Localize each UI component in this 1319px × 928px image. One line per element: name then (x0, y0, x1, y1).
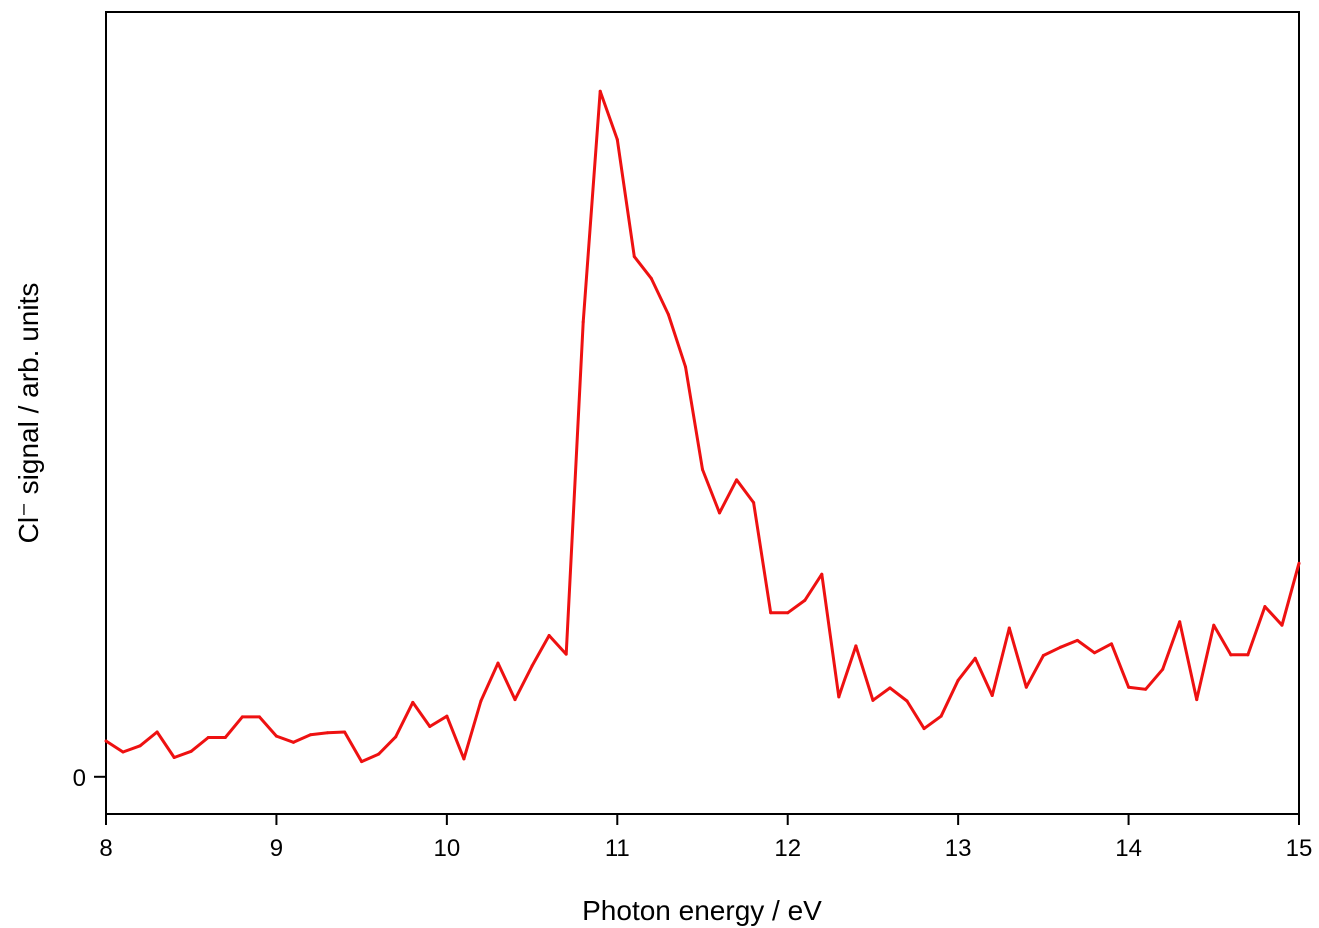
data-point (769, 611, 773, 615)
data-point (905, 699, 909, 703)
data-point (1127, 685, 1131, 689)
data-point (1178, 620, 1182, 624)
data-point (1229, 653, 1233, 657)
x-tick-label: 9 (270, 835, 283, 862)
data-point (496, 661, 500, 665)
series-line (105, 89, 1301, 764)
y-axis-label: Cl⁻ signal / arb. units (13, 283, 44, 544)
data-point (683, 365, 687, 369)
data-point (189, 749, 193, 753)
data-point (1297, 561, 1301, 565)
data-point (871, 698, 875, 702)
x-tick-label: 11 (605, 835, 630, 862)
data-point (445, 714, 449, 718)
data-point (343, 730, 347, 734)
data-point (632, 255, 636, 259)
data-point (1246, 653, 1250, 657)
plot-frame (105, 11, 1300, 815)
data-point (837, 695, 841, 699)
series-layer (104, 89, 1301, 764)
data-point (206, 736, 210, 740)
data-point (1280, 623, 1284, 627)
x-tick-label: 14 (1115, 835, 1142, 862)
data-point (121, 750, 125, 754)
data-point (479, 699, 483, 703)
data-point (615, 137, 619, 141)
data-point (1024, 685, 1028, 689)
data-point (888, 686, 892, 690)
data-point (786, 611, 790, 615)
data-point (1144, 687, 1148, 691)
data-point (377, 752, 381, 756)
data-point (291, 740, 295, 744)
data-point (1212, 623, 1216, 627)
x-tick-label: 12 (774, 835, 801, 862)
data-point (1161, 667, 1165, 671)
data-point (1092, 651, 1096, 655)
data-point (1263, 605, 1267, 609)
data-point (820, 572, 824, 576)
data-point (649, 277, 653, 281)
data-point (1195, 698, 1199, 702)
data-point (547, 634, 551, 638)
x-tick-label: 8 (99, 835, 112, 862)
data-point (394, 735, 398, 739)
data-point (803, 598, 807, 602)
y-axis-ticks: 0 (73, 765, 106, 792)
data-point (257, 715, 261, 719)
data-point (428, 724, 432, 728)
data-point (326, 731, 330, 735)
data-point (172, 756, 176, 760)
data-point (1041, 654, 1045, 658)
x-tick-label: 15 (1286, 835, 1313, 862)
data-point (990, 693, 994, 697)
data-point (274, 734, 278, 738)
data-point (1110, 642, 1114, 646)
data-point (104, 739, 108, 743)
x-axis-label: Photon energy / eV (582, 895, 822, 926)
data-point (223, 736, 227, 740)
data-point (155, 730, 159, 734)
data-point (1075, 638, 1079, 642)
data-point (973, 656, 977, 660)
data-point (718, 511, 722, 515)
data-point (530, 664, 534, 668)
data-point (1058, 645, 1062, 649)
data-point (240, 715, 244, 719)
data-point (411, 700, 415, 704)
data-point (701, 467, 704, 471)
data-point (513, 698, 517, 702)
data-point (939, 714, 943, 718)
x-tick-label: 10 (434, 835, 461, 862)
data-point (922, 727, 926, 731)
data-point (360, 760, 364, 764)
data-point (956, 678, 960, 682)
data-point (309, 733, 313, 737)
data-point (581, 320, 585, 324)
x-axis-ticks: 8 9 10 11 12 13 14 15 (99, 814, 1312, 862)
data-point (752, 501, 756, 505)
data-point (598, 89, 602, 93)
x-tick-label: 13 (945, 835, 972, 862)
data-point (666, 312, 670, 316)
data-point (462, 757, 466, 761)
y-tick-label: 0 (73, 765, 86, 792)
data-point (735, 478, 739, 482)
data-point (1007, 626, 1011, 630)
data-point (564, 652, 568, 656)
data-point (854, 644, 858, 648)
data-point (138, 744, 142, 748)
